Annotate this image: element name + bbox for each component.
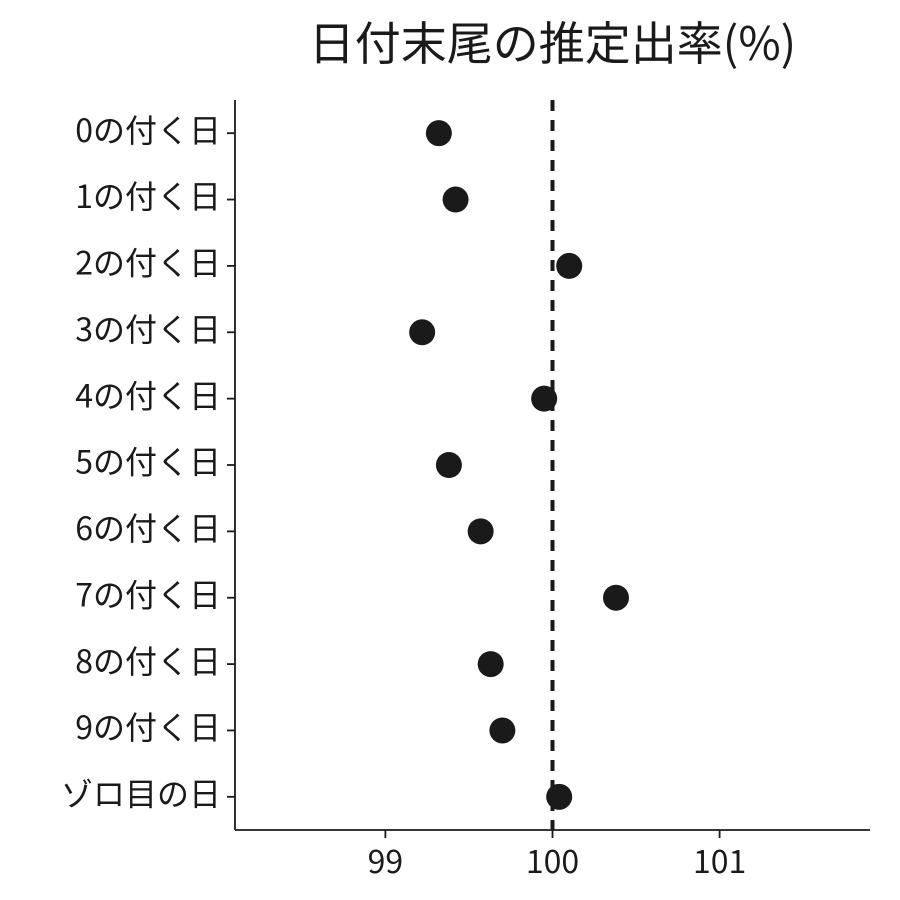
y-tick-label: 4の付く日 (75, 371, 221, 417)
x-tick-label: 101 (693, 837, 746, 883)
chart-title: 日付末尾の推定出率(%) (309, 8, 796, 74)
data-point (531, 386, 557, 412)
y-tick-label: 0の付く日 (75, 106, 221, 152)
data-point (478, 651, 504, 677)
data-point (556, 253, 582, 279)
dot-plot-chart: 日付末尾の推定出率(%) 0の付く日 1の付く日 2の付く日 3の付く日 4の付く日 5の付… (0, 0, 900, 900)
y-tick-label: 1の付く日 (75, 172, 221, 218)
x-tick-label: 99 (368, 837, 404, 883)
data-point (546, 784, 572, 810)
data-point (426, 120, 452, 146)
y-tick-label: 3の付く日 (75, 305, 221, 351)
y-tick-label: 6の付く日 (75, 504, 221, 550)
data-point (436, 452, 462, 478)
y-tick-label: 8の付く日 (75, 637, 221, 683)
data-point (603, 585, 629, 611)
y-tick-label: ゾロ目の日 (61, 770, 221, 816)
data-point (468, 518, 494, 544)
data-point (443, 187, 469, 213)
data-point (409, 319, 435, 345)
y-tick-label: 2の付く日 (75, 239, 221, 285)
data-point (489, 717, 515, 743)
y-tick-label: 7の付く日 (75, 570, 221, 616)
y-tick-label: 9の付く日 (75, 703, 221, 749)
x-tick-label: 100 (526, 837, 579, 883)
y-tick-label: 5の付く日 (75, 438, 221, 484)
